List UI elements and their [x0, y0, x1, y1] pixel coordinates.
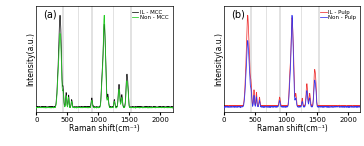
- Legend: IL - Pulp, Non - Pulp: IL - Pulp, Non - Pulp: [319, 9, 357, 21]
- Legend: IL - MCC, Non - MCC: IL - MCC, Non - MCC: [131, 9, 170, 21]
- IL - MCC: [58, 14, 62, 16]
- IL - MCC: [168, 106, 172, 108]
- Non - MCC: [170, 107, 175, 109]
- Bar: [266, 6, 267, 112]
- Non - Pulp: [246, 40, 250, 42]
- Bar: [250, 6, 252, 112]
- IL - MCC: [87, 106, 91, 108]
- IL - MCC: [153, 106, 157, 108]
- Non - Pulp: [280, 106, 285, 108]
- Non - MCC: [92, 107, 97, 109]
- IL - MCC: [34, 107, 39, 109]
- Bar: [78, 6, 79, 112]
- Non - MCC: [168, 107, 172, 108]
- Line: IL - Pulp: IL - Pulp: [224, 15, 360, 108]
- Line: Non - MCC: Non - MCC: [36, 15, 173, 108]
- Bar: [91, 6, 93, 112]
- IL - Pulp: [222, 107, 226, 108]
- Bar: [301, 6, 302, 112]
- Y-axis label: Intensity(a.u.): Intensity(a.u.): [214, 32, 223, 86]
- X-axis label: Raman shift(cm⁻¹): Raman shift(cm⁻¹): [69, 124, 140, 133]
- Non - Pulp: [290, 14, 294, 16]
- Line: IL - MCC: IL - MCC: [36, 15, 173, 108]
- IL - Pulp: [246, 14, 250, 16]
- Text: (b): (b): [231, 9, 245, 19]
- Non - MCC: [34, 108, 39, 109]
- Non - Pulp: [341, 106, 345, 108]
- Line: Non - Pulp: Non - Pulp: [224, 15, 360, 108]
- Non - MCC: [86, 107, 91, 108]
- Non - MCC: [102, 14, 106, 16]
- IL - Pulp: [246, 15, 250, 17]
- Y-axis label: Intensity(a.u.): Intensity(a.u.): [26, 32, 35, 86]
- Non - Pulp: [274, 106, 278, 108]
- IL - Pulp: [274, 105, 279, 107]
- Non - MCC: [50, 107, 54, 109]
- Bar: [113, 6, 114, 112]
- X-axis label: Raman shift(cm⁻¹): Raman shift(cm⁻¹): [257, 124, 328, 133]
- IL - MCC: [170, 107, 175, 108]
- IL - Pulp: [280, 105, 285, 107]
- Text: (a): (a): [43, 9, 57, 19]
- IL - Pulp: [341, 105, 345, 107]
- Non - MCC: [153, 107, 157, 108]
- IL - MCC: [92, 106, 97, 108]
- IL - Pulp: [238, 105, 242, 107]
- Non - Pulp: [356, 106, 360, 108]
- Bar: [318, 6, 320, 112]
- Bar: [62, 6, 64, 112]
- Non - Pulp: [358, 107, 363, 108]
- IL - Pulp: [358, 106, 363, 108]
- IL - Pulp: [356, 105, 360, 107]
- Non - MCC: [58, 33, 62, 34]
- Non - Pulp: [238, 106, 242, 108]
- IL - MCC: [50, 106, 54, 108]
- Non - Pulp: [222, 107, 226, 109]
- Bar: [130, 6, 132, 112]
- IL - MCC: [58, 14, 62, 16]
- Bar: [279, 6, 281, 112]
